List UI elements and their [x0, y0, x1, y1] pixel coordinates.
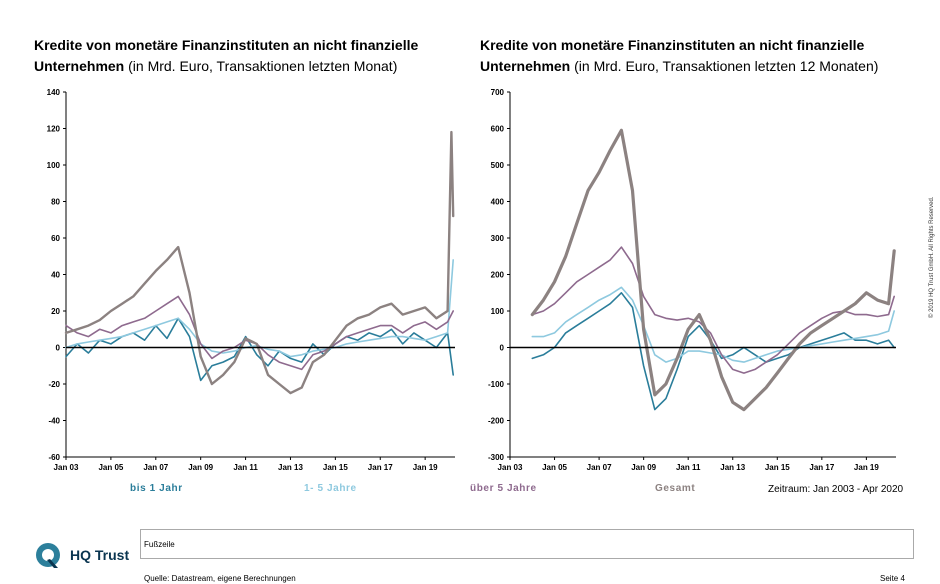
- right-x-tick-label: Jan 13: [720, 463, 745, 472]
- legend-1-5-jahre: 1- 5 Jahre: [304, 483, 357, 494]
- right-x-tick-label: Jan 19: [854, 463, 879, 472]
- right-y-tick-label: -100: [488, 380, 505, 389]
- right-x-tick-label: Jan 03: [498, 463, 523, 472]
- left-series-gesamt: [64, 130, 455, 395]
- legend-bis-1-jahr: bis 1 Jahr: [130, 483, 183, 494]
- right-y-tick-label: -200: [488, 417, 505, 426]
- left-y-tick-label: 80: [51, 198, 60, 207]
- footer-box: [140, 529, 914, 559]
- footer-label: Fußzeile: [144, 540, 175, 549]
- left-y-tick-label: 120: [47, 125, 61, 134]
- right-y-tick-label: 600: [491, 125, 505, 134]
- left-chart-title: Kredite von monetäre Finanzinstituten an…: [34, 35, 454, 77]
- left-y-tick-label: 0: [56, 344, 61, 353]
- page-number: Seite 4: [880, 574, 905, 583]
- left-x-tick-label: Jan 17: [368, 463, 393, 472]
- legend-ueber-5-jahre: über 5 Jahre: [470, 483, 537, 494]
- right-x-tick-label: Jan 17: [809, 463, 834, 472]
- left-y-tick-label: -40: [48, 417, 60, 426]
- right-y-tick-label: -300: [488, 453, 505, 462]
- left-x-tick-label: Jan 13: [278, 463, 303, 472]
- left-series-ueber5: [65, 295, 455, 371]
- right-y-tick-label: 700: [491, 88, 505, 97]
- left-x-tick-label: Jan 07: [143, 463, 168, 472]
- left-y-tick-label: 40: [51, 271, 60, 280]
- logo-text: HQ Trust: [70, 547, 130, 563]
- right-x-tick-label: Jan 09: [631, 463, 656, 472]
- right-x-tick-label: Jan 05: [542, 463, 567, 472]
- left-y-tick-label: -20: [48, 380, 60, 389]
- hq-trust-logo: [36, 543, 60, 568]
- right-y-tick-label: 100: [491, 307, 505, 316]
- left-x-tick-label: Jan 15: [323, 463, 348, 472]
- left-y-tick-label: 20: [51, 307, 60, 316]
- right-title-normal: (in Mrd. Euro, Transaktionen letzten 12 …: [574, 58, 879, 74]
- zeitraum-label: Zeitraum: Jan 2003 - Apr 2020: [768, 484, 904, 495]
- right-x-tick-label: Jan 11: [676, 463, 701, 472]
- copyright-text: © 2019 HQ Trust GmbH. All Rights Reserve…: [929, 196, 935, 318]
- right-series-bis1: [531, 291, 896, 411]
- right-y-tick-label: 500: [491, 161, 505, 170]
- right-series-ueber5: [531, 246, 896, 374]
- right-chart-title: Kredite von monetäre Finanzinstituten an…: [480, 35, 920, 77]
- source-note: Quelle: Datastream, eigene Berechnungen: [144, 574, 296, 583]
- right-y-tick-label: 400: [491, 198, 505, 207]
- right-x-tick-label: Jan 15: [765, 463, 790, 472]
- left-title-normal: (in Mrd. Euro, Transaktionen letzten Mon…: [128, 58, 398, 74]
- left-x-tick-label: Jan 05: [98, 463, 123, 472]
- left-x-tick-label: Jan 11: [233, 463, 258, 472]
- left-y-tick-label: -60: [48, 453, 60, 462]
- right-title-bold: Kredite von monetäre Finanzinstituten an…: [480, 37, 865, 74]
- left-y-tick-label: 60: [51, 234, 60, 243]
- logo-tail-icon: [47, 559, 58, 568]
- right-y-tick-label: 300: [491, 234, 505, 243]
- left-y-tick-label: 100: [47, 161, 61, 170]
- left-title-bold: Kredite von monetäre Finanzinstituten an…: [34, 37, 419, 74]
- left-x-tick-label: Jan 09: [188, 463, 213, 472]
- left-x-tick-label: Jan 19: [413, 463, 438, 472]
- right-x-tick-label: Jan 07: [587, 463, 612, 472]
- left-x-tick-label: Jan 03: [54, 463, 79, 472]
- right-y-tick-label: 0: [500, 344, 505, 353]
- right-y-tick-label: 200: [491, 271, 505, 280]
- legend-gesamt: Gesamt: [655, 483, 696, 494]
- left-y-tick-label: 140: [47, 88, 61, 97]
- logo-inner-circle: [42, 549, 54, 561]
- right-series-gesamt: [530, 128, 896, 412]
